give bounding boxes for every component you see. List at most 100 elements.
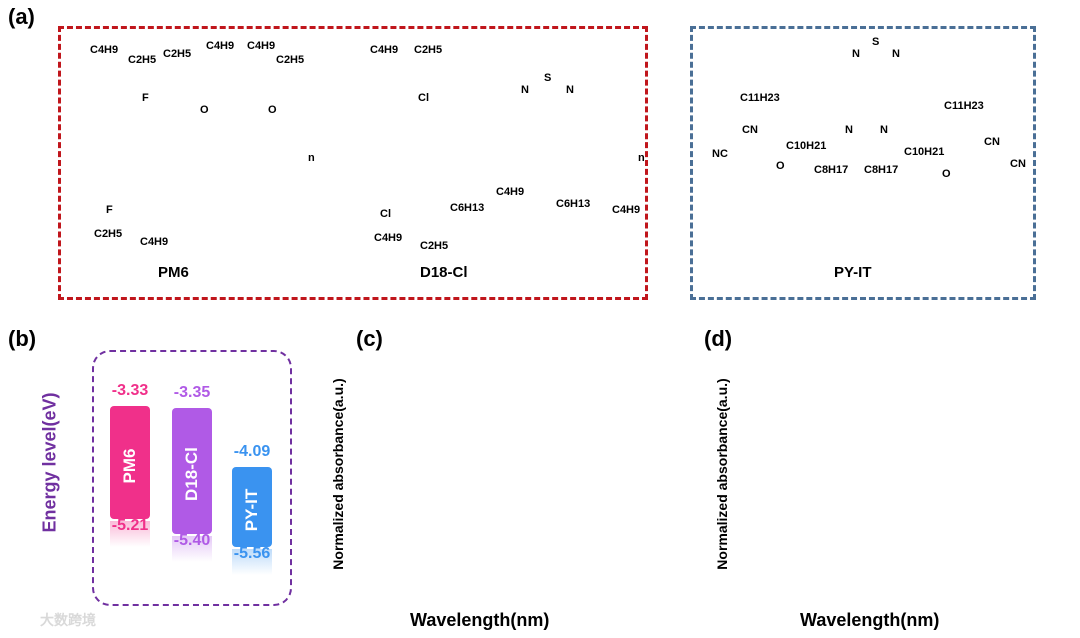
pm6-sub-1: C4H9 bbox=[90, 44, 119, 56]
pyit-sub-11: N bbox=[845, 124, 853, 136]
energy-bar-1 bbox=[172, 408, 212, 534]
watermark: 大数跨境 bbox=[40, 612, 96, 628]
chart-c-xtick-label-5: 800 bbox=[567, 589, 589, 604]
pyit-sub-3: CN bbox=[742, 124, 758, 136]
energy-axis-label: Energy level(eV) bbox=[39, 392, 60, 533]
chart-c-xlabel: Wavelength(nm) bbox=[410, 610, 550, 630]
chart-d-ytick-label-2: 0.4 bbox=[723, 493, 742, 508]
chart-c-xtick-label-2: 500 bbox=[449, 589, 471, 604]
energy-bar-0 bbox=[110, 406, 150, 519]
chart-d-ytick-label-4: 0.8 bbox=[723, 410, 741, 425]
pm6-sub-7: F bbox=[142, 92, 149, 104]
d18-sub-9: C6H13 bbox=[556, 198, 591, 210]
homo-value-2: -5.56 bbox=[233, 544, 271, 562]
energy-bar-fade-0 bbox=[110, 520, 150, 547]
d18cl-name: D18-Cl bbox=[420, 264, 468, 281]
chart-c-frame bbox=[381, 365, 657, 585]
pyit-sub-13: O bbox=[776, 160, 785, 172]
pm6-sub-9: O bbox=[200, 104, 209, 116]
chart-d-frame bbox=[745, 365, 1021, 585]
chart-c-ytick-label-5: 1.0 bbox=[359, 368, 377, 383]
energy-bar-2 bbox=[232, 467, 272, 547]
chart-d-series-2 bbox=[745, 377, 1021, 561]
chart-c-ytick-label-3: 0.6 bbox=[359, 451, 377, 466]
pm6-sub-2: C2H5 bbox=[128, 54, 157, 66]
chart-d-xlabel: Wavelength(nm) bbox=[800, 610, 940, 630]
homo-value-1: -5.40 bbox=[173, 532, 211, 549]
chart-d-legend-label-2: PM6:D18-Cl:PY-IT bbox=[788, 553, 889, 567]
d18-sub-6: C2H5 bbox=[420, 240, 449, 252]
pyit-name: PY-IT bbox=[834, 264, 872, 281]
pyit-sub-14: O bbox=[942, 168, 951, 180]
chart-c-xtick-label-7: 1000 bbox=[642, 589, 671, 604]
pm6-sub-8: F bbox=[106, 204, 113, 216]
energy-bar-fade-2 bbox=[232, 548, 272, 575]
d18-sub-13: N bbox=[566, 84, 574, 96]
chart-c-xtick-label-0: 300 bbox=[371, 589, 393, 604]
chart-c-series-2 bbox=[381, 375, 656, 579]
panel-label-a: (a) bbox=[8, 4, 35, 29]
pm6-sub-13: C4H9 bbox=[140, 236, 169, 248]
chart-d-xtick-label-1: 400 bbox=[774, 589, 796, 604]
energy-bar-label-0: PM6 bbox=[120, 448, 139, 484]
d18-sub-8: C4H9 bbox=[496, 186, 525, 198]
lumo-value-0: -3.33 bbox=[111, 382, 149, 400]
chart-c-series-0 bbox=[381, 375, 657, 577]
pm6-sub-4: C4H9 bbox=[206, 40, 235, 52]
pm6-sub-3: C2H5 bbox=[163, 48, 192, 60]
chart-c-xtick-label-1: 400 bbox=[410, 589, 432, 604]
chart-c-ytick-label-1: 0.2 bbox=[359, 534, 377, 549]
d18-sub-11: N bbox=[521, 84, 529, 96]
pyit-sub-6: CN bbox=[1010, 158, 1026, 170]
chart-c-xtick-label-6: 900 bbox=[606, 589, 628, 604]
pm6-sub-5: C4H9 bbox=[247, 40, 276, 52]
pyit-sub-2: C11H23 bbox=[944, 100, 984, 112]
d18-sub-1: C4H9 bbox=[370, 44, 399, 56]
acceptor-frame bbox=[690, 26, 1036, 300]
chart-d-xtick-label-4: 700 bbox=[892, 589, 914, 604]
chart-c-xtick-label-4: 700 bbox=[528, 589, 550, 604]
pyit-sub-12: N bbox=[880, 124, 888, 136]
chart-d-legend-label-1: D18-Cl:PY-IT bbox=[788, 535, 861, 549]
d18-sub-14: n bbox=[638, 152, 645, 164]
panel-label-c: (c) bbox=[356, 326, 383, 351]
energy-bar-fade-1 bbox=[172, 536, 212, 562]
d18-sub-2: C2H5 bbox=[414, 44, 443, 56]
d18-sub-4: Cl bbox=[380, 208, 391, 220]
chart-d-ytick-label-0: 0.0 bbox=[723, 576, 741, 591]
lumo-value-1: -3.35 bbox=[173, 384, 211, 401]
pyit-sub-8: C10H21 bbox=[904, 146, 945, 158]
pyit-sub-5: CN bbox=[984, 136, 1000, 148]
energy-bar-label-1: D18-Cl bbox=[182, 447, 201, 501]
chart-c-ylabel: Normalized absorbance(a.u.) bbox=[330, 378, 346, 570]
pyit-sub-9: C8H17 bbox=[814, 164, 849, 176]
homo-value-0: -5.21 bbox=[111, 516, 149, 534]
panel-label-d: (d) bbox=[704, 326, 733, 351]
d18-sub-10: C4H9 bbox=[612, 204, 641, 216]
chart-d-legend-label-0: PM6:PY-IT bbox=[788, 517, 847, 531]
chart-c-ytick-label-0: 0.0 bbox=[359, 576, 377, 591]
pyit-sub-4: NC bbox=[712, 148, 728, 160]
chart-d-xtick-label-3: 600 bbox=[853, 589, 875, 604]
pyit-sub-15: N bbox=[852, 48, 860, 60]
d18-sub-7: C6H13 bbox=[450, 202, 485, 214]
pyit-sub-17: N bbox=[892, 48, 900, 60]
pm6-sub-12: C2H5 bbox=[94, 228, 123, 240]
pm6-sub-11: n bbox=[308, 152, 315, 164]
chart-c-legend-label-2: D18-Cl bbox=[424, 403, 462, 417]
chart-d-xtick-label-0: 300 bbox=[735, 589, 757, 604]
d18-sub-12: S bbox=[544, 72, 552, 84]
chart-d-ytick-label-3: 0.6 bbox=[723, 451, 741, 466]
pyit-sub-10: C8H17 bbox=[864, 164, 899, 176]
donor-frame bbox=[58, 26, 648, 300]
chart-d-xtick-label-6: 900 bbox=[970, 589, 992, 604]
pyit-sub-7: C10H21 bbox=[786, 140, 827, 152]
chart-c-legend-label-0: PM6 bbox=[424, 367, 449, 381]
energy-frame bbox=[92, 350, 292, 606]
pm6-sub-6: C2H5 bbox=[276, 54, 305, 66]
pm6-sub-10: O bbox=[268, 104, 277, 116]
d18-sub-3: Cl bbox=[418, 92, 429, 104]
d18-sub-5: C4H9 bbox=[374, 232, 403, 244]
chart-d-ytick-label-1: 0.2 bbox=[723, 534, 741, 549]
chart-c-ytick-label-4: 0.8 bbox=[359, 410, 377, 425]
